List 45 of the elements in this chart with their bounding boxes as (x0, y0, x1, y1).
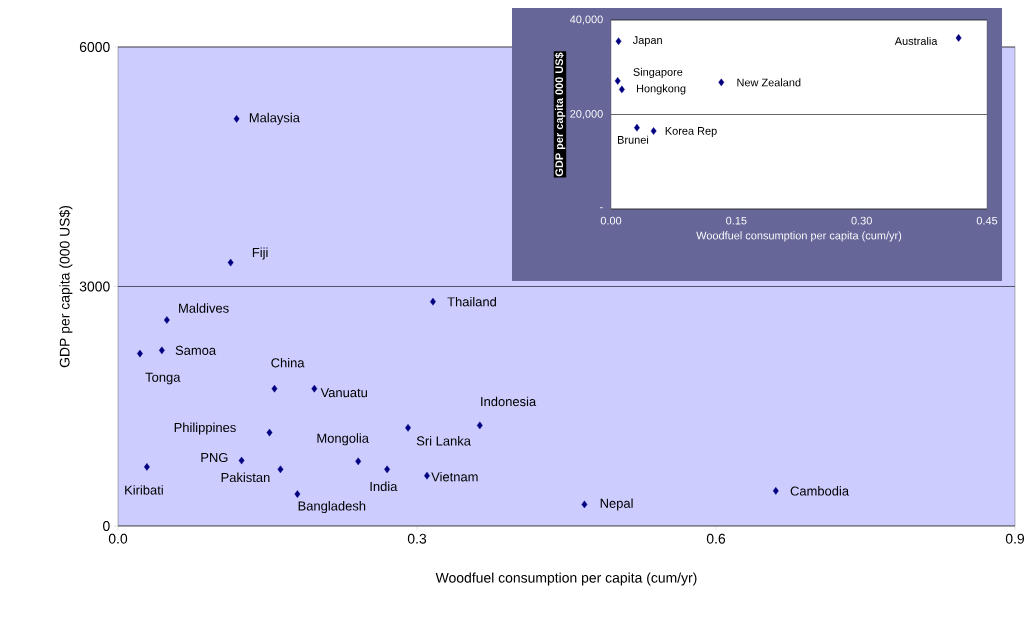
annotation: Tonga (145, 372, 181, 385)
annotation: Japan (632, 36, 662, 47)
annotation: Indonesia (481, 396, 537, 407)
annotation: Vietnam (431, 471, 478, 482)
annotation: Maldives (179, 303, 229, 313)
annotation: Fiji (252, 247, 268, 260)
x-tick-label: 0.6 (706, 533, 726, 544)
x-tick-label: 0.00 (600, 216, 622, 225)
annotation: Kiribati (125, 485, 163, 495)
x-axis-title: Woodfuel consumption per capita (cum/yr) (435, 572, 697, 586)
x-tick-label: 0.45 (976, 216, 998, 225)
annotation: PNG (201, 452, 228, 463)
annotation: Vanuatu (320, 388, 367, 398)
x-tick-label: 0.15 (726, 216, 747, 225)
annotation: China (271, 357, 305, 368)
annotation: Bangladesh (298, 501, 366, 514)
y-tick-label: - (600, 207, 603, 209)
annotation: Cambodia (790, 486, 850, 496)
x-axis-title: Woodfuel consumption per capita (cum/yr) (696, 231, 902, 242)
annotation: Hongkong (636, 84, 686, 95)
annotation: Philippines (174, 422, 236, 435)
annotation: Korea Rep (665, 127, 717, 137)
annotation: Mongolia (317, 433, 369, 446)
y-tick-label: 6000 (79, 42, 110, 52)
annotation: Brunei (618, 135, 649, 144)
annotation: Australia (894, 36, 938, 45)
annotation: Pakistan (221, 472, 270, 483)
y-tick-label: 0 (103, 521, 110, 531)
annotation: India (370, 481, 398, 492)
x-tick-label: 0.9 (1005, 533, 1025, 544)
x-tick-label: 0.3 (407, 533, 427, 544)
annotation: Nepal (600, 498, 633, 511)
x-tick-label: 0.0 (108, 533, 128, 544)
y-tick-label: 20,000 (570, 109, 603, 120)
y-tick-label: 40,000 (569, 15, 603, 25)
annotation: Singapore (633, 67, 683, 79)
annotation: New Zealand (737, 78, 801, 87)
y-axis-title: GDP per capita (000 US$) (59, 205, 73, 368)
annotation: Thailand (447, 296, 496, 307)
x-tick-label: 0.30 (851, 216, 872, 225)
y-axis-title: GDP per capita 000 US$ (554, 52, 566, 177)
annotation: Malaysia (249, 112, 300, 125)
annotation: Samoa (175, 345, 217, 355)
y-tick-label: 3000 (79, 281, 110, 292)
annotation: Sri Lanka (416, 436, 471, 446)
